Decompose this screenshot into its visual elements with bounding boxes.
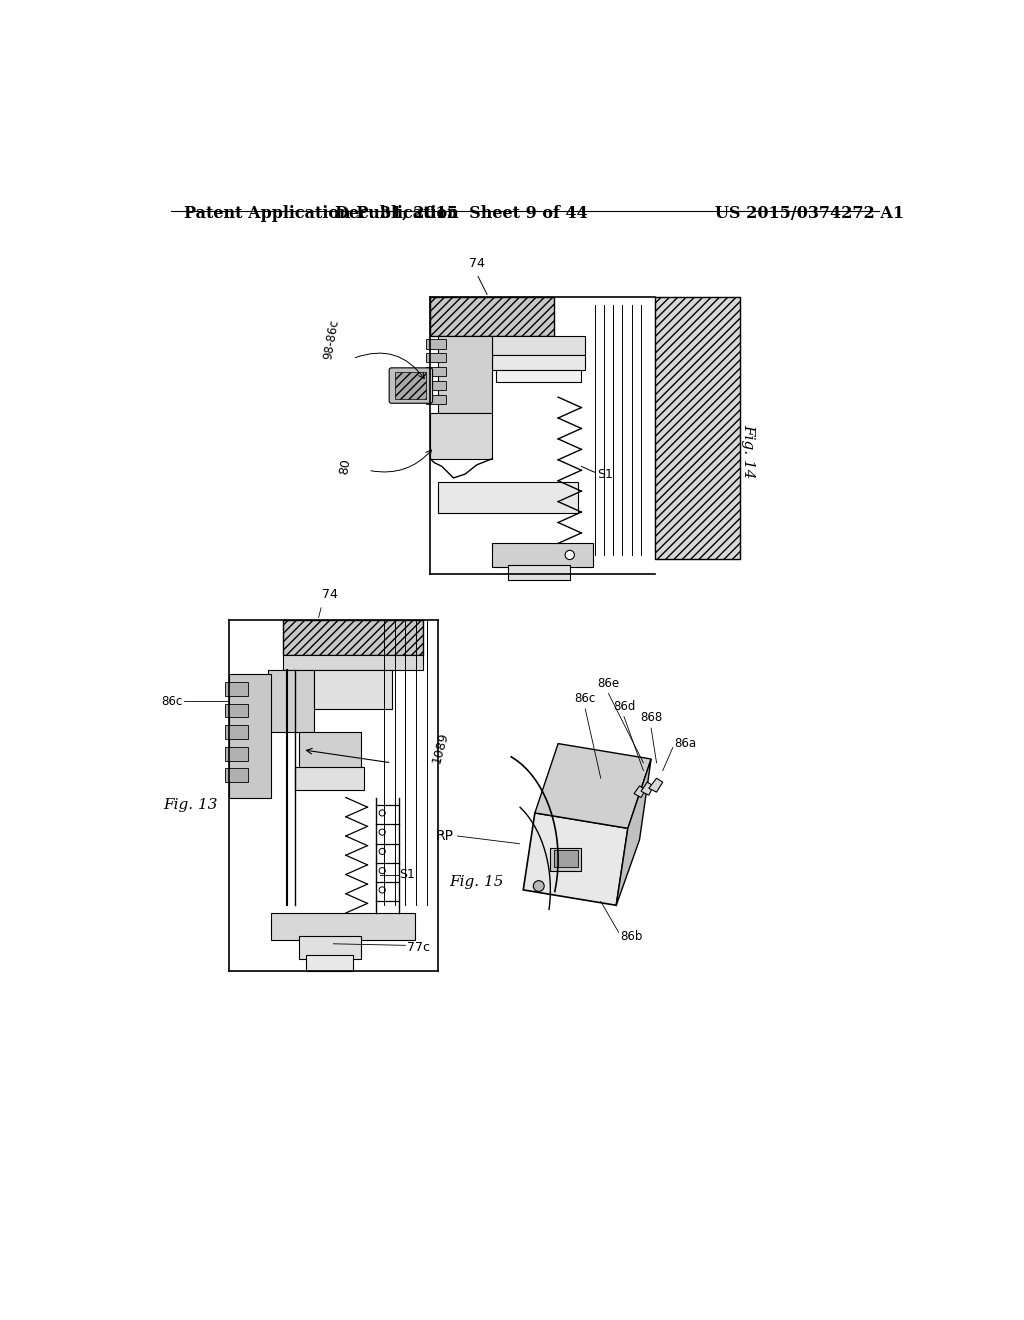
Circle shape	[379, 867, 385, 874]
Text: 86c: 86c	[161, 694, 182, 708]
FancyBboxPatch shape	[389, 368, 432, 404]
Text: 86a: 86a	[675, 737, 696, 750]
Bar	[438, 482, 578, 512]
Text: Patent Application Publication: Patent Application Publication	[183, 205, 459, 222]
Bar	[430, 297, 554, 335]
Text: Fig. 15: Fig. 15	[450, 875, 504, 890]
Bar	[228, 675, 271, 797]
Bar	[554, 850, 578, 867]
Bar	[426, 381, 445, 391]
Text: 868: 868	[640, 711, 663, 725]
Text: Fig. 13: Fig. 13	[163, 799, 217, 812]
Bar	[267, 671, 314, 733]
Bar	[225, 704, 248, 718]
Polygon shape	[535, 743, 651, 829]
Text: US 2015/0374272 A1: US 2015/0374272 A1	[716, 205, 904, 222]
Bar	[283, 655, 423, 671]
Bar	[299, 733, 360, 771]
Bar	[283, 620, 423, 655]
Bar	[225, 682, 248, 696]
Bar	[508, 565, 569, 581]
Circle shape	[379, 887, 385, 892]
Text: Fig. 14: Fig. 14	[741, 424, 755, 478]
Bar	[496, 370, 582, 381]
Polygon shape	[523, 813, 628, 906]
Text: 1089: 1089	[430, 730, 451, 764]
Polygon shape	[616, 759, 651, 906]
Circle shape	[379, 829, 385, 836]
Bar	[299, 936, 360, 960]
Bar	[225, 725, 248, 739]
Bar	[493, 335, 586, 355]
Bar	[426, 339, 445, 348]
Circle shape	[379, 849, 385, 854]
Text: 86c: 86c	[574, 692, 596, 705]
Bar	[426, 395, 445, 404]
Bar	[655, 297, 740, 558]
Text: RP: RP	[435, 829, 454, 843]
Text: S1: S1	[399, 869, 415, 880]
Circle shape	[565, 550, 574, 560]
Bar	[493, 544, 593, 566]
Bar	[225, 768, 248, 781]
Bar	[314, 671, 391, 709]
Polygon shape	[649, 779, 663, 792]
Text: 98-86c: 98-86c	[322, 318, 342, 360]
Circle shape	[379, 809, 385, 816]
Text: 74: 74	[469, 257, 484, 271]
Text: 86b: 86b	[621, 929, 642, 942]
Bar	[426, 354, 445, 363]
Bar	[306, 956, 352, 970]
Bar	[550, 847, 582, 871]
Bar	[295, 767, 365, 789]
Text: 86e: 86e	[597, 677, 620, 689]
Text: 77c: 77c	[407, 941, 430, 954]
Text: 80: 80	[337, 458, 353, 475]
Bar	[426, 367, 445, 376]
Text: 74: 74	[322, 589, 338, 601]
Text: Dec. 31, 2015  Sheet 9 of 44: Dec. 31, 2015 Sheet 9 of 44	[335, 205, 588, 222]
Bar	[271, 913, 415, 940]
Bar	[493, 355, 586, 370]
Text: 86d: 86d	[612, 700, 635, 713]
Circle shape	[534, 880, 544, 891]
Polygon shape	[641, 781, 653, 795]
Bar	[430, 412, 493, 459]
Bar	[395, 372, 426, 399]
Bar	[438, 335, 493, 412]
Polygon shape	[634, 785, 646, 797]
Text: S1: S1	[597, 467, 612, 480]
Bar	[225, 747, 248, 760]
